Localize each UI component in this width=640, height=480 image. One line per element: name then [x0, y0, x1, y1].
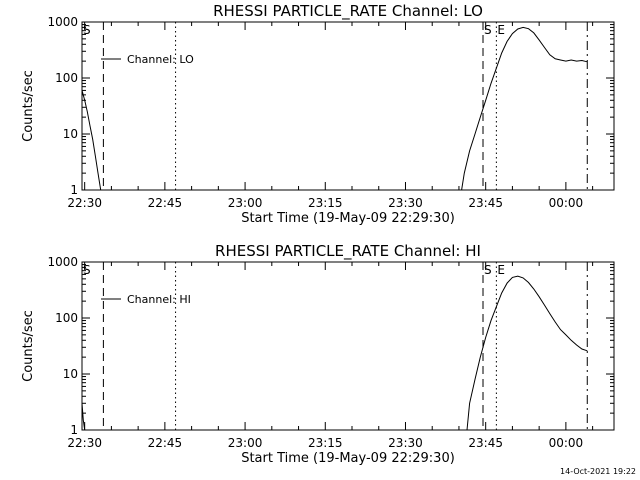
y-tick-label: 100 [55, 71, 78, 85]
y-tick-label: 1 [70, 183, 78, 197]
marker-label: S [484, 263, 492, 277]
series-line-1 [81, 403, 86, 431]
chart-panel-2: RHESSI PARTICLE_RATE Channel: HI 1 10 100 10… [21, 242, 615, 466]
chart-title: RHESSI PARTICLE_RATE Channel: HI [215, 242, 481, 261]
generated-timestamp: 14-Oct-2021 19:22 [560, 467, 636, 476]
x-tick-label: 00:00 [549, 436, 584, 450]
x-tick-label: 23:15 [308, 436, 343, 450]
marker-label: S [83, 23, 91, 37]
x-tick-label: 23:45 [468, 196, 503, 210]
marker-label: E [497, 263, 505, 277]
x-axis-label: Start Time (19-May-09 22:29:30) [241, 451, 455, 466]
series-line-2 [466, 275, 588, 431]
y-tick-label: 1000 [47, 255, 78, 269]
y-tick-label: 10 [63, 367, 78, 381]
x-tick-label: 00:00 [549, 196, 584, 210]
x-tick-label: 22:45 [148, 196, 183, 210]
marker-label: S [83, 263, 91, 277]
marker-label: S [484, 23, 492, 37]
x-tick-label: 23:00 [228, 196, 263, 210]
y-tick-label: 1000 [47, 15, 78, 29]
y-tick-label: 1 [70, 423, 78, 437]
chart-title: RHESSI PARTICLE_RATE Channel: LO [213, 2, 483, 21]
x-tick-label: 23:30 [388, 196, 423, 210]
x-tick-label: 23:45 [468, 436, 503, 450]
x-tick-label: 23:15 [308, 196, 343, 210]
chart-panel-1: RHESSI PARTICLE_RATE Channel: LO 1 10 100 10… [21, 2, 615, 226]
series-line-2 [461, 26, 588, 191]
x-axis-label: Start Time (19-May-09 22:29:30) [241, 211, 455, 226]
y-axis-label: Counts/sec [21, 70, 36, 142]
x-tick-label: 22:45 [148, 436, 183, 450]
legend-label: Channel: HI [127, 293, 191, 306]
y-tick-label: 10 [63, 127, 78, 141]
series-line-1 [81, 90, 102, 191]
x-tick-label: 22:30 [67, 196, 102, 210]
marker-label: E [497, 23, 505, 37]
y-axis-label: Counts/sec [21, 310, 36, 382]
x-tick-label: 23:30 [388, 436, 423, 450]
x-tick-label: 22:30 [67, 436, 102, 450]
x-tick-label: 23:00 [228, 436, 263, 450]
legend-label: Channel: LO [127, 53, 194, 66]
y-tick-label: 100 [55, 311, 78, 325]
